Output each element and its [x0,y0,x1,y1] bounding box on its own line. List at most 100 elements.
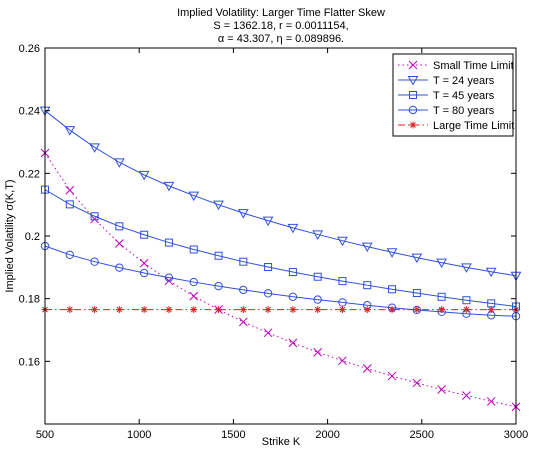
series-3-point [363,281,372,290]
series-1-line [44,152,517,408]
series-5-point [140,306,148,314]
legend-marker [408,60,418,70]
series-5-point [190,306,198,314]
series-4-point [90,257,99,266]
series-1-point [486,397,496,406]
series-1-point [437,385,446,394]
series-1-point [338,356,347,366]
legend-marker [408,105,418,115]
series-5-point [462,306,470,314]
series-5-point [487,306,495,314]
series-3-point [412,289,421,298]
series-5-point [314,306,322,314]
series-3-point [338,277,347,286]
legend-label: Small Time Limit [433,60,514,72]
series-3-point [288,268,297,277]
series-1-point [90,214,99,224]
series-4-point [164,273,174,282]
y-tick-label: 0.26 [19,43,40,55]
series-5-point [66,306,74,314]
series-5-point [215,306,223,314]
series-1-point [462,391,471,400]
series-3-point [462,296,471,305]
series-3-point [239,257,248,266]
series-3-point [313,272,322,281]
series-3-point [388,285,397,294]
title-line-1: Implied Volatility: Larger Time Flatter … [177,7,385,19]
series-1-point [263,328,273,338]
series-1-point [65,185,75,195]
legend-marker [409,121,417,129]
series-4-point [115,263,124,272]
series-4-point [139,268,149,278]
series-2-point [436,258,447,269]
series-5-point [115,306,123,314]
series-1-point [238,317,248,327]
series-5-point [289,306,297,314]
y-tick-label: 0.22 [19,168,40,180]
series-2-point [312,230,324,240]
series-3-point [164,238,173,247]
series-4-point [263,289,273,298]
series-5-point [388,306,396,314]
legend-label: Large Time Limit [433,120,514,132]
x-tick-label: 500 [36,429,54,441]
legend-item: T = 80 years [398,105,495,117]
y-tick-label: 0.18 [19,294,40,306]
series-5-point [338,306,346,314]
series-4-point [65,250,74,260]
x-tick-label: 3000 [504,429,528,441]
legend-label: T = 24 years [433,75,495,87]
series-3-point [189,245,198,254]
series-1-point [288,338,298,348]
x-tick-label: 1000 [127,429,151,441]
legend-item: Small Time Limit [398,60,514,72]
series-2-point [461,263,472,273]
legend-marker [407,76,419,86]
x-axis-label: Strike K [262,436,301,448]
series-2-point [386,248,398,258]
series-1-point [412,378,422,388]
series-5-point [239,306,247,314]
series-4-point [313,295,322,304]
series-3-point [264,263,273,272]
series-2-point [262,216,274,227]
series-2-point [64,126,76,136]
series-3-line [44,189,517,307]
legend-label: T = 45 years [433,90,495,102]
x-tick-label: 2500 [410,429,434,441]
series-4-point [288,292,298,301]
series-2-point [114,158,125,168]
series-3-point [115,222,124,231]
series-2-point [485,267,497,278]
legend-label: T = 80 years [433,105,495,117]
axes-layer: 500 1000 1500 2000 2500 3000 0.16 0.18 0.2 0.22 0.… [19,43,529,441]
chart-title: Implied Volatility: Larger Time Flatter … [177,7,385,45]
y-tick-label: 0.24 [19,106,40,118]
series-2-point [138,170,150,181]
x-tick-label: 1500 [221,429,245,441]
series-4-point [338,298,347,307]
series-1-point [362,364,372,373]
series-3-point [90,212,99,221]
y-axis-label: Implied Volatility σ(K,T) [4,179,16,292]
series-4-point [214,281,223,291]
series-2-line [44,110,517,277]
series-3-point [65,200,74,209]
series-5-point [438,306,446,314]
series-5-point [91,306,99,314]
series-1-point [387,371,397,381]
series-3 [41,185,520,311]
series-2-point [411,253,423,264]
series-2-point [188,191,200,202]
legend: Small Time Limit T = 24 years T = 45 years… [392,53,514,137]
legend-item: Large Time Limit [398,120,514,132]
series-2-point [89,143,100,153]
series-2-point [361,242,373,253]
legend-marker [409,91,417,99]
series-1-point [115,239,124,248]
title-line-3: α = 43.307, η = 0.089896. [218,33,344,45]
series-1-point [313,347,323,357]
series-2-point [213,200,224,211]
